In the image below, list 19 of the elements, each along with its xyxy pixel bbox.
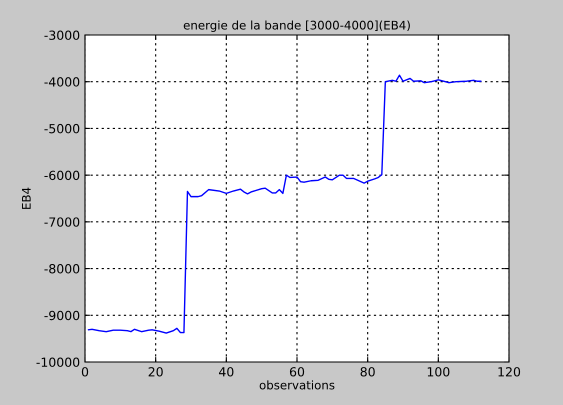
y-tick-label: -4000 — [44, 77, 80, 87]
x-axis-title: observations — [260, 380, 334, 390]
x-tick-label: 60 — [290, 367, 304, 377]
x-tick-label: 40 — [218, 367, 234, 377]
x-tick-label: 20 — [148, 367, 163, 377]
x-tick-label: 120 — [498, 367, 520, 377]
y-tick-label: -8000 — [44, 264, 80, 274]
chart-title: energie de la bande [3000-4000](EB4) — [184, 20, 410, 32]
x-tick-label: 80 — [360, 367, 375, 377]
y-axis-title: EB4 — [22, 188, 31, 209]
line-series — [88, 74, 482, 334]
y-tick-label: -3000 — [44, 30, 80, 40]
y-tick-label: -9000 — [44, 310, 80, 320]
x-tick-label: 0 — [82, 367, 88, 377]
y-tick-label: -10000 — [36, 357, 80, 367]
y-tick-label: -7000 — [44, 217, 80, 227]
x-tick-label: 100 — [428, 367, 450, 377]
y-tick-label: -6000 — [44, 170, 80, 180]
y-tick-label: -5000 — [44, 124, 80, 134]
